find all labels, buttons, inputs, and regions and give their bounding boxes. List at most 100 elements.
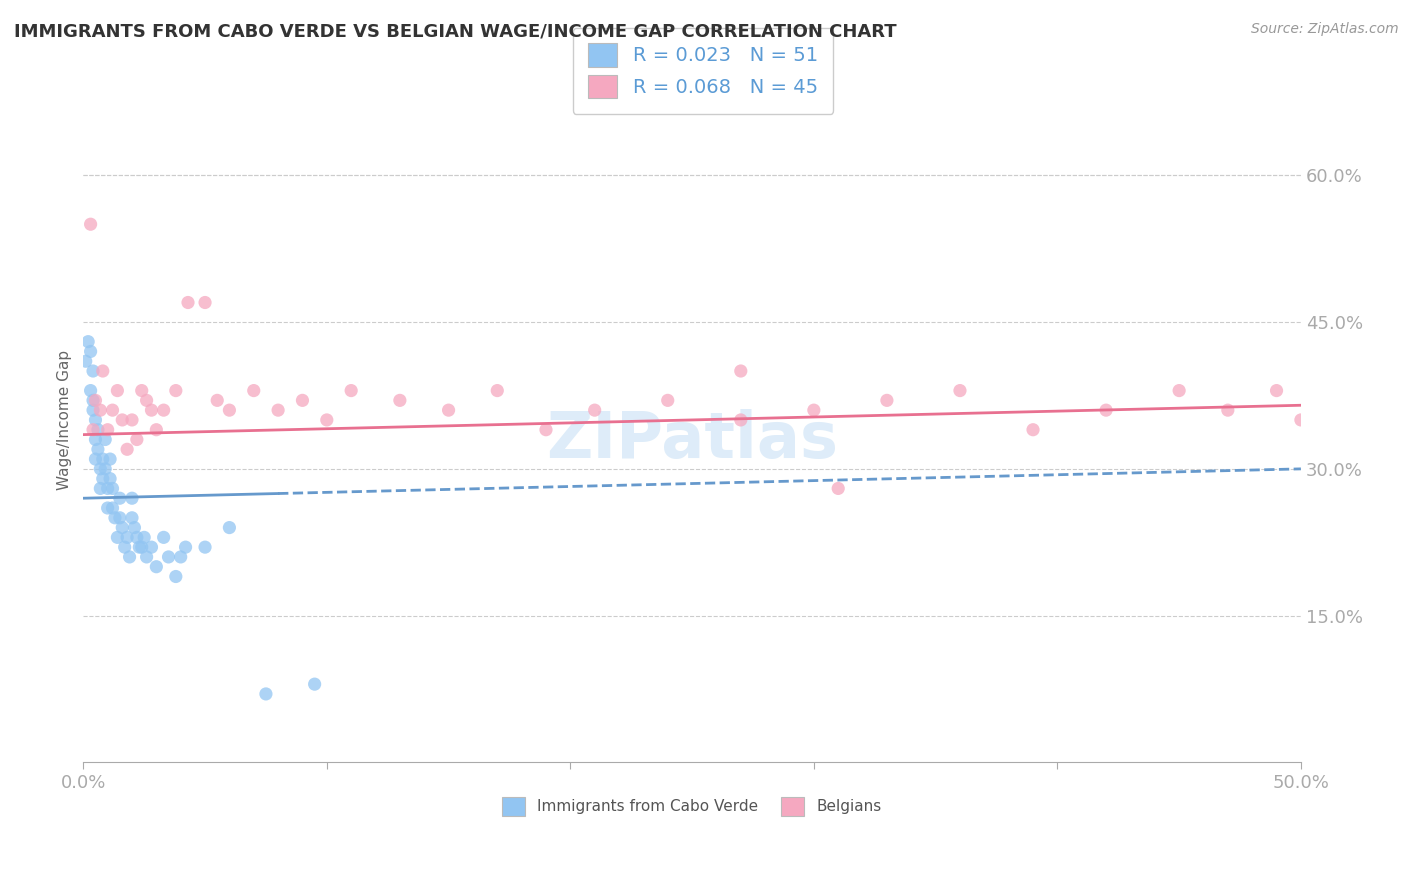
Legend: Immigrants from Cabo Verde, Belgians: Immigrants from Cabo Verde, Belgians [495, 789, 890, 823]
Point [97, 423, 120, 437]
Point [827, 482, 849, 496]
Point [97, 482, 120, 496]
Point [1168, 384, 1191, 398]
Point [111, 413, 134, 427]
Point [87, 423, 110, 437]
Point [98, 472, 121, 486]
Point [115, 530, 138, 544]
Point [165, 384, 187, 398]
Point [108, 510, 131, 524]
Point [152, 403, 174, 417]
Point [115, 442, 138, 457]
Point [84, 452, 107, 467]
Point [87, 442, 110, 457]
Y-axis label: Wage/Income Gap: Wage/Income Gap [58, 350, 72, 490]
Point [104, 510, 127, 524]
Text: Source: ZipAtlas.com: Source: ZipAtlas.com [1251, 22, 1399, 37]
Point [121, 413, 143, 427]
Point [1265, 384, 1288, 398]
Point [79, 217, 101, 231]
Point [125, 433, 148, 447]
Point [97, 501, 120, 516]
Point [207, 393, 229, 408]
Point [79, 384, 101, 398]
Point [304, 677, 326, 691]
Point [84, 413, 107, 427]
Point [77, 334, 100, 349]
Point [114, 540, 136, 554]
Point [82, 403, 104, 417]
Point [291, 393, 314, 408]
Point [111, 520, 134, 534]
Point [82, 364, 104, 378]
Point [84, 393, 107, 408]
Point [583, 403, 606, 417]
Point [1095, 403, 1118, 417]
Point [134, 530, 156, 544]
Point [89, 482, 111, 496]
Point [177, 295, 200, 310]
Point [91, 364, 114, 378]
Point [82, 393, 104, 408]
Point [486, 384, 509, 398]
Point [730, 364, 752, 378]
Point [254, 687, 277, 701]
Point [121, 510, 143, 524]
Point [157, 549, 180, 564]
Point [437, 403, 460, 417]
Point [128, 540, 150, 554]
Text: IMMIGRANTS FROM CABO VERDE VS BELGIAN WAGE/INCOME GAP CORRELATION CHART: IMMIGRANTS FROM CABO VERDE VS BELGIAN WA… [14, 22, 897, 40]
Point [174, 540, 197, 554]
Point [1289, 413, 1312, 427]
Point [98, 452, 121, 467]
Point [105, 384, 128, 398]
Point [170, 549, 193, 564]
Point [194, 540, 217, 554]
Point [101, 501, 124, 516]
Point [105, 530, 128, 544]
Point [118, 549, 141, 564]
Point [79, 344, 101, 359]
Point [91, 452, 114, 467]
Point [803, 403, 825, 417]
Point [131, 540, 153, 554]
Point [89, 462, 111, 476]
Point [145, 423, 167, 437]
Point [121, 491, 143, 506]
Point [388, 393, 411, 408]
Point [315, 413, 337, 427]
Point [194, 295, 217, 310]
Point [101, 482, 124, 496]
Point [135, 549, 157, 564]
Point [89, 403, 111, 417]
Point [165, 569, 187, 583]
Point [84, 433, 107, 447]
Point [125, 530, 148, 544]
Point [141, 403, 163, 417]
Point [124, 520, 146, 534]
Point [94, 433, 117, 447]
Point [101, 403, 124, 417]
Point [267, 403, 290, 417]
Point [657, 393, 679, 408]
Point [242, 384, 264, 398]
Point [94, 462, 117, 476]
Point [82, 423, 104, 437]
Point [75, 354, 97, 368]
Point [91, 472, 114, 486]
Text: ZIPatlas: ZIPatlas [546, 409, 838, 472]
Point [730, 413, 752, 427]
Point [108, 491, 131, 506]
Point [534, 423, 557, 437]
Point [218, 403, 240, 417]
Point [1022, 423, 1045, 437]
Point [141, 540, 163, 554]
Point [131, 384, 153, 398]
Point [152, 530, 174, 544]
Point [135, 393, 157, 408]
Point [218, 520, 240, 534]
Point [949, 384, 972, 398]
Point [340, 384, 363, 398]
Point [876, 393, 898, 408]
Point [1216, 403, 1239, 417]
